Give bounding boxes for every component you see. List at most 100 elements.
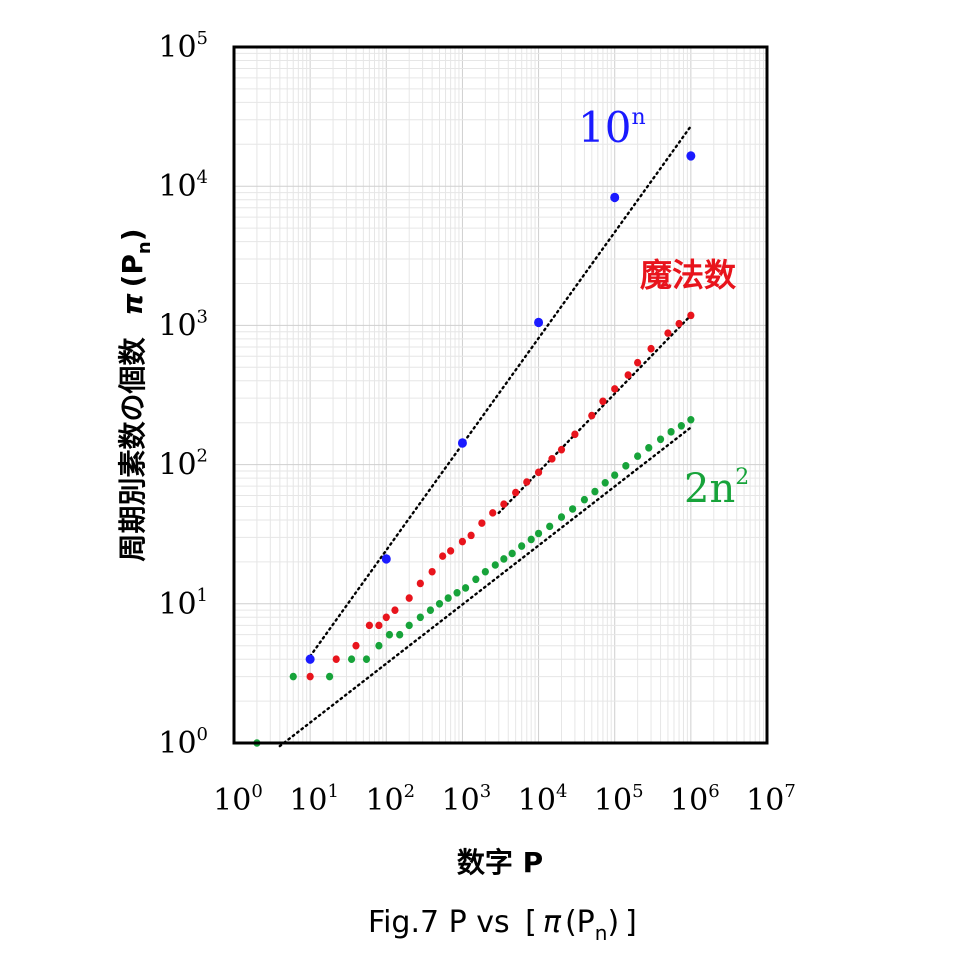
data-point-series-1 (439, 552, 447, 560)
data-point-series-1 (500, 500, 508, 508)
data-point-series-0 (305, 654, 315, 664)
data-point-series-2 (611, 471, 619, 479)
y-tick-label: 104 (158, 167, 208, 204)
data-point-series-1 (332, 655, 340, 663)
x-tick-label: 107 (746, 781, 796, 818)
data-point-series-1 (375, 621, 383, 630)
x-tick-label: 105 (594, 781, 644, 818)
data-point-series-2 (687, 415, 695, 424)
data-points (253, 151, 696, 747)
data-point-series-1 (306, 672, 314, 681)
data-point-series-1 (512, 488, 520, 497)
data-point-series-1 (523, 478, 531, 486)
data-point-series-1 (534, 468, 543, 477)
data-point-series-1 (352, 641, 360, 650)
data-point-series-2 (405, 621, 413, 630)
data-point-series-2 (435, 600, 444, 608)
data-point-series-1 (428, 567, 436, 576)
data-point-series-0 (534, 317, 544, 328)
data-point-series-1 (687, 311, 695, 320)
data-point-series-2 (347, 655, 356, 663)
data-point-series-1 (611, 385, 619, 393)
data-point-series-2 (546, 522, 554, 531)
data-point-series-1 (467, 531, 475, 540)
data-point-series-2 (677, 422, 685, 430)
series-label-magic-numbers: 魔法数 (640, 256, 737, 294)
data-point-series-2 (500, 555, 508, 563)
data-point-series-2 (634, 452, 642, 460)
data-point-series-1 (548, 455, 556, 463)
data-point-series-2 (591, 487, 599, 496)
data-point-series-2 (453, 588, 461, 597)
svg-text:周期別素数の個数π(Pn): 周期別素数の個数π(Pn) (116, 228, 155, 561)
y-tick-label: 103 (158, 306, 208, 343)
y-axis-label: 周期別素数の個数π(Pn) (116, 228, 155, 561)
data-point-series-2 (534, 529, 543, 538)
data-point-series-0 (457, 438, 467, 448)
x-tick-label: 104 (518, 781, 568, 818)
data-point-series-2 (461, 584, 470, 592)
data-point-series-2 (472, 575, 480, 584)
data-point-series-2 (362, 655, 371, 663)
data-point-series-1 (416, 579, 424, 588)
data-point-series-1 (634, 358, 642, 367)
x-tick-label: 103 (442, 781, 492, 818)
data-point-series-1 (489, 509, 497, 517)
series-label-10n: 10n (578, 103, 646, 152)
plot-frame (232, 45, 769, 745)
x-axis-label: 数字 P (457, 846, 543, 879)
data-point-series-2 (601, 479, 609, 487)
data-point-series-1 (557, 445, 566, 454)
x-tick-label: 100 (213, 781, 263, 818)
data-point-series-1 (599, 397, 607, 406)
data-point-series-1 (391, 606, 399, 614)
data-point-series-1 (624, 371, 632, 379)
data-point-series-2 (426, 606, 435, 614)
data-point-series-2 (580, 495, 589, 504)
data-point-series-1 (365, 621, 373, 630)
data-point-series-1 (675, 319, 683, 328)
data-point-series-1 (447, 547, 455, 555)
series-label-2n2: 2n2 (684, 465, 749, 512)
data-point-series-1 (382, 613, 390, 622)
data-point-series-2 (385, 630, 394, 639)
y-tick-label: 105 (158, 28, 208, 65)
data-point-series-1 (647, 344, 655, 353)
data-point-series-1 (571, 430, 579, 439)
data-point-series-2 (481, 567, 489, 576)
y-tick-label: 102 (158, 446, 208, 483)
y-axis-label-text: 周期別素数の個数 (116, 337, 149, 562)
data-point-series-2 (325, 672, 334, 681)
data-point-series-1 (588, 411, 596, 420)
y-tick-label: 101 (158, 585, 208, 622)
data-point-series-1 (478, 519, 486, 527)
data-point-series-2 (375, 641, 383, 650)
data-point-series-2 (557, 513, 566, 521)
data-point-series-0 (381, 554, 391, 564)
data-point-series-2 (645, 444, 653, 452)
data-point-series-0 (610, 192, 620, 203)
data-point-series-1 (664, 329, 672, 337)
data-point-series-2 (508, 549, 516, 558)
data-point-series-2 (396, 630, 404, 639)
x-tick-label: 102 (365, 781, 415, 818)
data-point-series-2 (416, 613, 424, 622)
data-point-series-2 (569, 505, 577, 513)
trend-line-0 (308, 124, 693, 658)
data-point-series-2 (667, 428, 675, 436)
data-point-series-1 (405, 594, 413, 602)
data-point-series-2 (444, 594, 452, 602)
x-tick-label: 101 (289, 781, 339, 818)
figure-caption: Fig.7 P vs [π (Pn)] (368, 905, 637, 945)
data-point-series-1 (458, 537, 467, 546)
data-point-series-2 (518, 542, 526, 550)
data-point-series-2 (491, 561, 499, 569)
x-tick-label: 106 (670, 781, 720, 818)
data-point-series-2 (656, 435, 665, 444)
y-tick-label: 100 (158, 724, 208, 761)
data-point-series-2 (527, 535, 535, 544)
trend-line-2 (278, 426, 693, 748)
data-point-series-2 (289, 672, 297, 681)
